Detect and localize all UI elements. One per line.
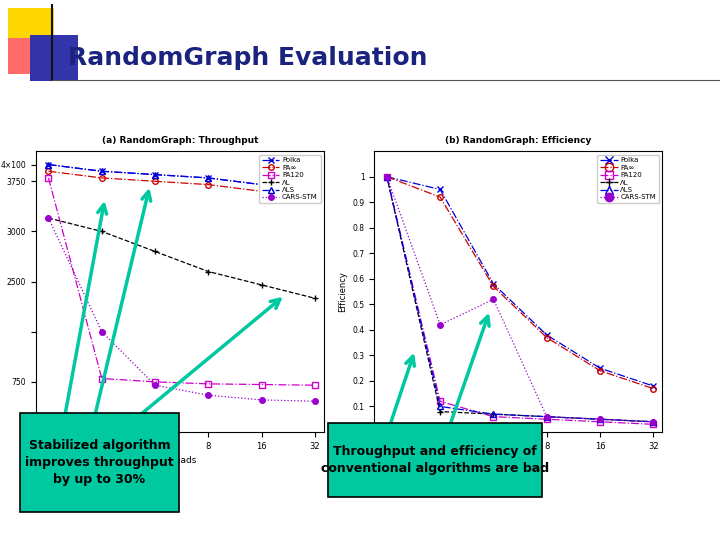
Legend: Polka, PA∞, PA120, ΛL, ΛLS, CARS-STM: Polka, PA∞, PA120, ΛL, ΛLS, CARS-STM [259, 154, 320, 203]
Legend: Polka, PA∞, PA120, ΛL, ΛLS, CARS-STM: Polka, PA∞, PA120, ΛL, ΛLS, CARS-STM [598, 154, 659, 203]
PA120 [97, 375, 106, 382]
Line: PA120: PA120 [45, 175, 318, 388]
CARS-STM [204, 392, 212, 399]
PA∞ [310, 195, 319, 201]
ΛL [310, 295, 319, 301]
PA∞ [204, 181, 212, 188]
FancyBboxPatch shape [328, 423, 542, 497]
Polka [204, 175, 212, 181]
CARS-STM [310, 398, 319, 404]
ΛLS [257, 181, 266, 188]
ΛL [204, 268, 212, 275]
CARS-STM [44, 215, 53, 221]
FancyBboxPatch shape [20, 413, 179, 512]
ΛLS [150, 171, 159, 178]
Title: (a) RandomGraph: Throughput: (a) RandomGraph: Throughput [102, 136, 258, 145]
ΛL [150, 248, 159, 255]
CARS-STM [97, 328, 106, 335]
PA∞ [97, 175, 106, 181]
X-axis label: threads: threads [501, 456, 536, 465]
Bar [8, 8, 54, 54]
PA120 [204, 381, 212, 387]
CARS-STM [257, 397, 266, 403]
PA120 [310, 382, 319, 388]
ΛLS [310, 188, 319, 194]
PA120 [257, 381, 266, 388]
Line: ΛLS: ΛLS [45, 162, 318, 194]
CARS-STM [150, 382, 159, 388]
Polka [310, 188, 319, 194]
Polka [44, 161, 53, 168]
PA∞ [44, 168, 53, 174]
Line: PA∞: PA∞ [45, 168, 318, 201]
PA∞ [257, 188, 266, 194]
Polka [150, 171, 159, 178]
Text: Throughput and efficiency of
conventional algorithms are bad: Throughput and efficiency of conventiona… [321, 445, 549, 475]
PA120 [44, 175, 53, 181]
ΛL [44, 215, 53, 221]
ΛL [257, 282, 266, 288]
Bar [30, 35, 78, 81]
Title: (b) RandomGraph: Efficiency: (b) RandomGraph: Efficiency [445, 136, 592, 145]
Text: RandomGraph Evaluation: RandomGraph Evaluation [68, 46, 428, 70]
Text: Stabilized algorithm
improves throughput
by up to 30%: Stabilized algorithm improves throughput… [25, 439, 174, 486]
X-axis label: threads: threads [163, 456, 197, 465]
Polka [257, 181, 266, 188]
Polka [97, 168, 106, 174]
Y-axis label: Efficiency: Efficiency [338, 271, 347, 312]
Line: ΛL: ΛL [45, 215, 318, 301]
PA∞ [150, 178, 159, 185]
ΛLS [204, 175, 212, 181]
Line: Polka: Polka [45, 162, 318, 194]
ΛL [97, 228, 106, 235]
Line: CARS-STM: CARS-STM [45, 215, 318, 404]
Bar [8, 38, 48, 74]
ΛLS [97, 168, 106, 174]
ΛLS [44, 161, 53, 168]
PA120 [150, 379, 159, 385]
